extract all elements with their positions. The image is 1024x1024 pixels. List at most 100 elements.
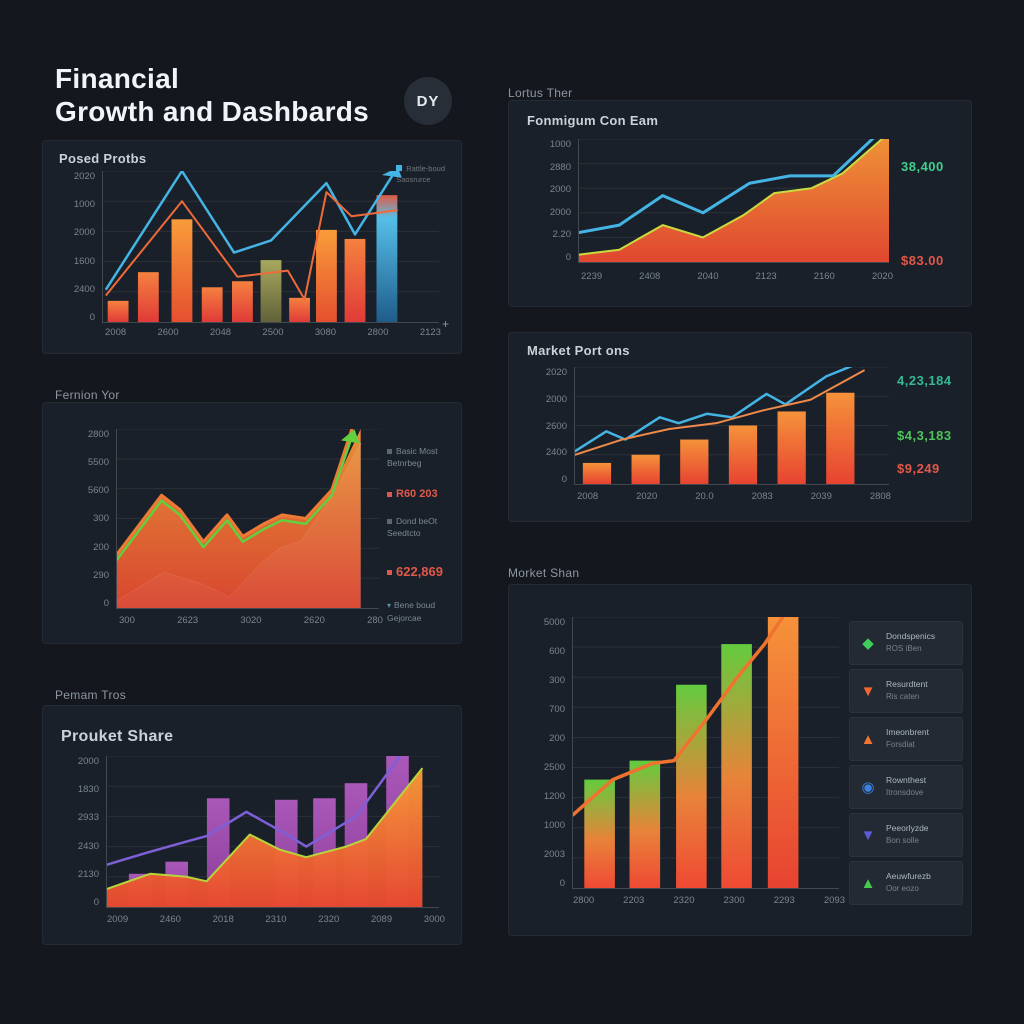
mountain-icon: ▲: [860, 730, 876, 748]
morket-chart-canvas: [573, 617, 839, 888]
y-axis: 2020 1000 2000 1600 2400 0: [51, 171, 102, 323]
plot-area: [102, 171, 439, 323]
legend-title: Aeuwfurezb: [886, 871, 931, 882]
y-tick-label: 2130: [77, 868, 99, 880]
x-tick-label: 2320: [673, 895, 695, 906]
plot-area: [572, 617, 839, 889]
expand-plus-icon[interactable]: +: [441, 317, 449, 331]
legend-item[interactable]: ▼ Resurdtent Ris caten: [849, 669, 963, 713]
page-title-line1: Financial: [55, 63, 180, 94]
value-badge-green: 38,400: [901, 159, 944, 174]
annotation-red-2: 622,869: [387, 563, 443, 582]
x-tick-label: 2008: [105, 327, 127, 338]
legend-label: Saosrurce: [396, 175, 431, 185]
annotation-red-1: R60 203: [387, 487, 438, 503]
x-axis: 2008 2600 2048 2500 3080 2800 2123: [99, 327, 447, 338]
triangle-down-icon: ▼: [860, 826, 876, 844]
value-badge-teal: 4,23,184: [897, 373, 952, 388]
y-tick-label: 2880: [549, 161, 571, 173]
market-portions-chart-canvas: [575, 367, 889, 484]
x-axis: 2008 2020 20.0 2083 2039 2808: [571, 491, 897, 502]
annotation-gray-1: Basic Most Betnrbeg: [387, 445, 438, 470]
legend-sub: ROS iBen: [886, 644, 922, 653]
y-tick-label: 600: [549, 646, 565, 657]
page-title: Financial Growth and Dashbards: [55, 62, 369, 128]
legend-title: Peeorlyzde: [886, 823, 929, 834]
legend-item[interactable]: ▼ Peeorlyzde Bon solle: [849, 813, 963, 857]
panel-fernion: 2800 5500 5600 300 200 290 0 300 2623 3020 2620 28…: [42, 402, 462, 644]
section-label-morket: Morket Shan: [508, 566, 580, 580]
legend-item[interactable]: ◉ Rownthest Itronsdove: [849, 765, 963, 809]
panel-fonmigum: Fonmigum Con Eam 1000 2880 2000 2000 2.20 0 2…: [508, 100, 972, 307]
x-tick-label: 2160: [813, 271, 835, 282]
legend-item[interactable]: ▲ Imeonbrent Forsdiat: [849, 717, 963, 761]
x-tick-label: 2320: [318, 914, 340, 925]
y-tick-label: 2000: [73, 227, 95, 239]
y-tick-label: 1830: [77, 784, 99, 796]
y-tick-label: 1000: [549, 139, 571, 150]
annotation-text: Gejorcae: [387, 612, 422, 623]
y-axis: 2000 1830 2933 2430 2130 0: [53, 756, 106, 908]
y-axis: 2020 2000 2600 2400 0: [521, 367, 574, 485]
y-tick-label: 1600: [73, 255, 95, 267]
legend-item[interactable]: ◆ Dondspenics ROS iBen: [849, 621, 963, 665]
legend-label: Rattle-boud: [406, 164, 445, 173]
fonmigum-chart-canvas: [579, 139, 889, 262]
tree-icon: ▲: [860, 874, 876, 892]
section-label-fernion: Fernion Yor: [55, 388, 120, 402]
annotation-text: Seedtcto: [387, 528, 421, 539]
panel-prouket-share: Prouket Share 2000 1830 2933 2430 2130 0 2009…: [42, 705, 462, 945]
y-tick-label: 2600: [545, 420, 567, 432]
y-tick-label: 2000: [545, 393, 567, 405]
y-tick-label: 1000: [73, 199, 95, 211]
x-tick-label: 2460: [159, 914, 181, 925]
prouket-chart-canvas: [107, 756, 439, 907]
y-tick-label: 2000: [549, 184, 571, 196]
y-tick-label: 0: [89, 311, 95, 323]
legend-sub: Oor eozo: [886, 884, 919, 893]
x-tick-label: 280: [367, 615, 383, 626]
legend-title: Resurdtent: [886, 679, 928, 690]
x-tick-label: 2310: [265, 914, 287, 925]
panel-posed-protbs: Posed Protbs 2020 1000 2000 1600 2400 0 2008 2…: [42, 140, 462, 354]
x-axis: 2800 2203 2320 2300 2293 2093: [567, 895, 851, 906]
y-tick-label: 0: [561, 474, 567, 485]
y-tick-label: 1200: [543, 791, 565, 802]
y-tick-label: 0: [93, 896, 99, 908]
x-tick-label: 2620: [303, 615, 325, 626]
x-tick-label: 2123: [419, 327, 441, 338]
chart-legend: ◆ Dondspenics ROS iBen ▼ Resurdtent Ris ca…: [849, 621, 963, 905]
y-tick-label: 200: [93, 541, 109, 553]
y-tick-label: 0: [103, 597, 109, 609]
avatar-badge[interactable]: DY: [404, 77, 452, 125]
plot-area: [574, 367, 889, 485]
square-marker-icon: [387, 449, 392, 455]
annotation-text: 622,869: [396, 564, 443, 579]
y-tick-label: 2500: [543, 762, 565, 773]
panel-title: Fonmigum Con Eam: [527, 113, 659, 128]
x-tick-label: 3080: [314, 327, 337, 338]
panel-title: Market Port ons: [527, 343, 630, 358]
legend-item[interactable]: ▲ Aeuwfurezb Oor eozo: [849, 861, 963, 905]
section-label-pemam: Pemam Tros: [55, 688, 127, 702]
x-axis: 2239 2408 2040 2123 2160 2020: [575, 271, 899, 282]
y-tick-label: 2003: [543, 849, 565, 860]
x-tick-label: 2239: [581, 271, 603, 282]
panel-market-portions: Market Port ons 2020 2000 2600 2400 0 2008 20…: [508, 332, 972, 522]
annotation-text: R60 203: [396, 488, 438, 500]
x-axis: 300 2623 3020 2620 280: [113, 615, 389, 626]
y-tick-label: 2800: [87, 429, 109, 440]
x-tick-label: 2500: [262, 327, 284, 338]
y-tick-label: 5500: [87, 457, 109, 469]
square-marker-icon: [387, 570, 392, 576]
x-tick-label: 3020: [240, 615, 262, 626]
y-axis: 5000 600 300 700 200 2500 1200 1000 2003 0: [517, 617, 572, 889]
y-tick-label: 290: [93, 569, 109, 581]
y-tick-label: 2400: [545, 447, 567, 459]
section-label-lortus: Lortus Ther: [508, 86, 573, 100]
x-tick-label: 300: [119, 615, 135, 626]
legend-title: Dondspenics: [886, 631, 936, 642]
x-tick-label: 2018: [212, 914, 234, 925]
y-tick-label: 5000: [543, 617, 565, 628]
